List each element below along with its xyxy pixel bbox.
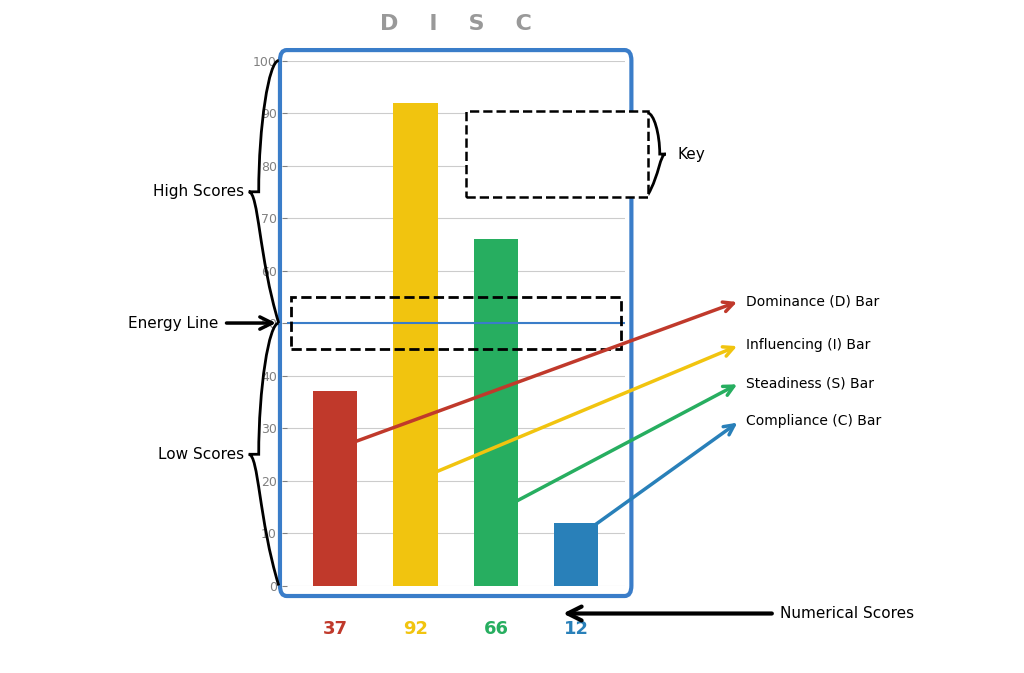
Text: Low Scores: Low Scores xyxy=(158,447,244,462)
Text: D = Dominance: D = Dominance xyxy=(474,123,589,136)
Text: D    I    S    C: D I S C xyxy=(380,14,531,34)
Bar xyxy=(313,391,357,586)
Text: C = Compliance: C = Compliance xyxy=(474,180,590,193)
Text: Dominance (D) Bar: Dominance (D) Bar xyxy=(745,294,879,308)
Text: Key: Key xyxy=(678,147,706,162)
Text: Compliance (C) Bar: Compliance (C) Bar xyxy=(745,414,881,428)
Text: 12: 12 xyxy=(564,620,589,637)
Text: Steadiness (S) Bar: Steadiness (S) Bar xyxy=(745,376,873,390)
Text: Influencing (I) Bar: Influencing (I) Bar xyxy=(745,338,870,352)
Bar xyxy=(474,239,518,586)
Text: 37: 37 xyxy=(323,620,347,637)
Bar xyxy=(554,522,598,586)
FancyBboxPatch shape xyxy=(466,111,648,197)
Text: S = Steadiness: S = Steadiness xyxy=(474,161,586,174)
Bar xyxy=(393,102,437,586)
Text: 66: 66 xyxy=(483,620,508,637)
Text: Energy Line: Energy Line xyxy=(128,316,219,330)
Bar xyxy=(291,297,621,349)
Text: 92: 92 xyxy=(403,620,428,637)
Text: Numerical Scores: Numerical Scores xyxy=(779,606,913,621)
Text: High Scores: High Scores xyxy=(153,184,244,199)
Text: I = Influencing: I = Influencing xyxy=(474,142,583,155)
